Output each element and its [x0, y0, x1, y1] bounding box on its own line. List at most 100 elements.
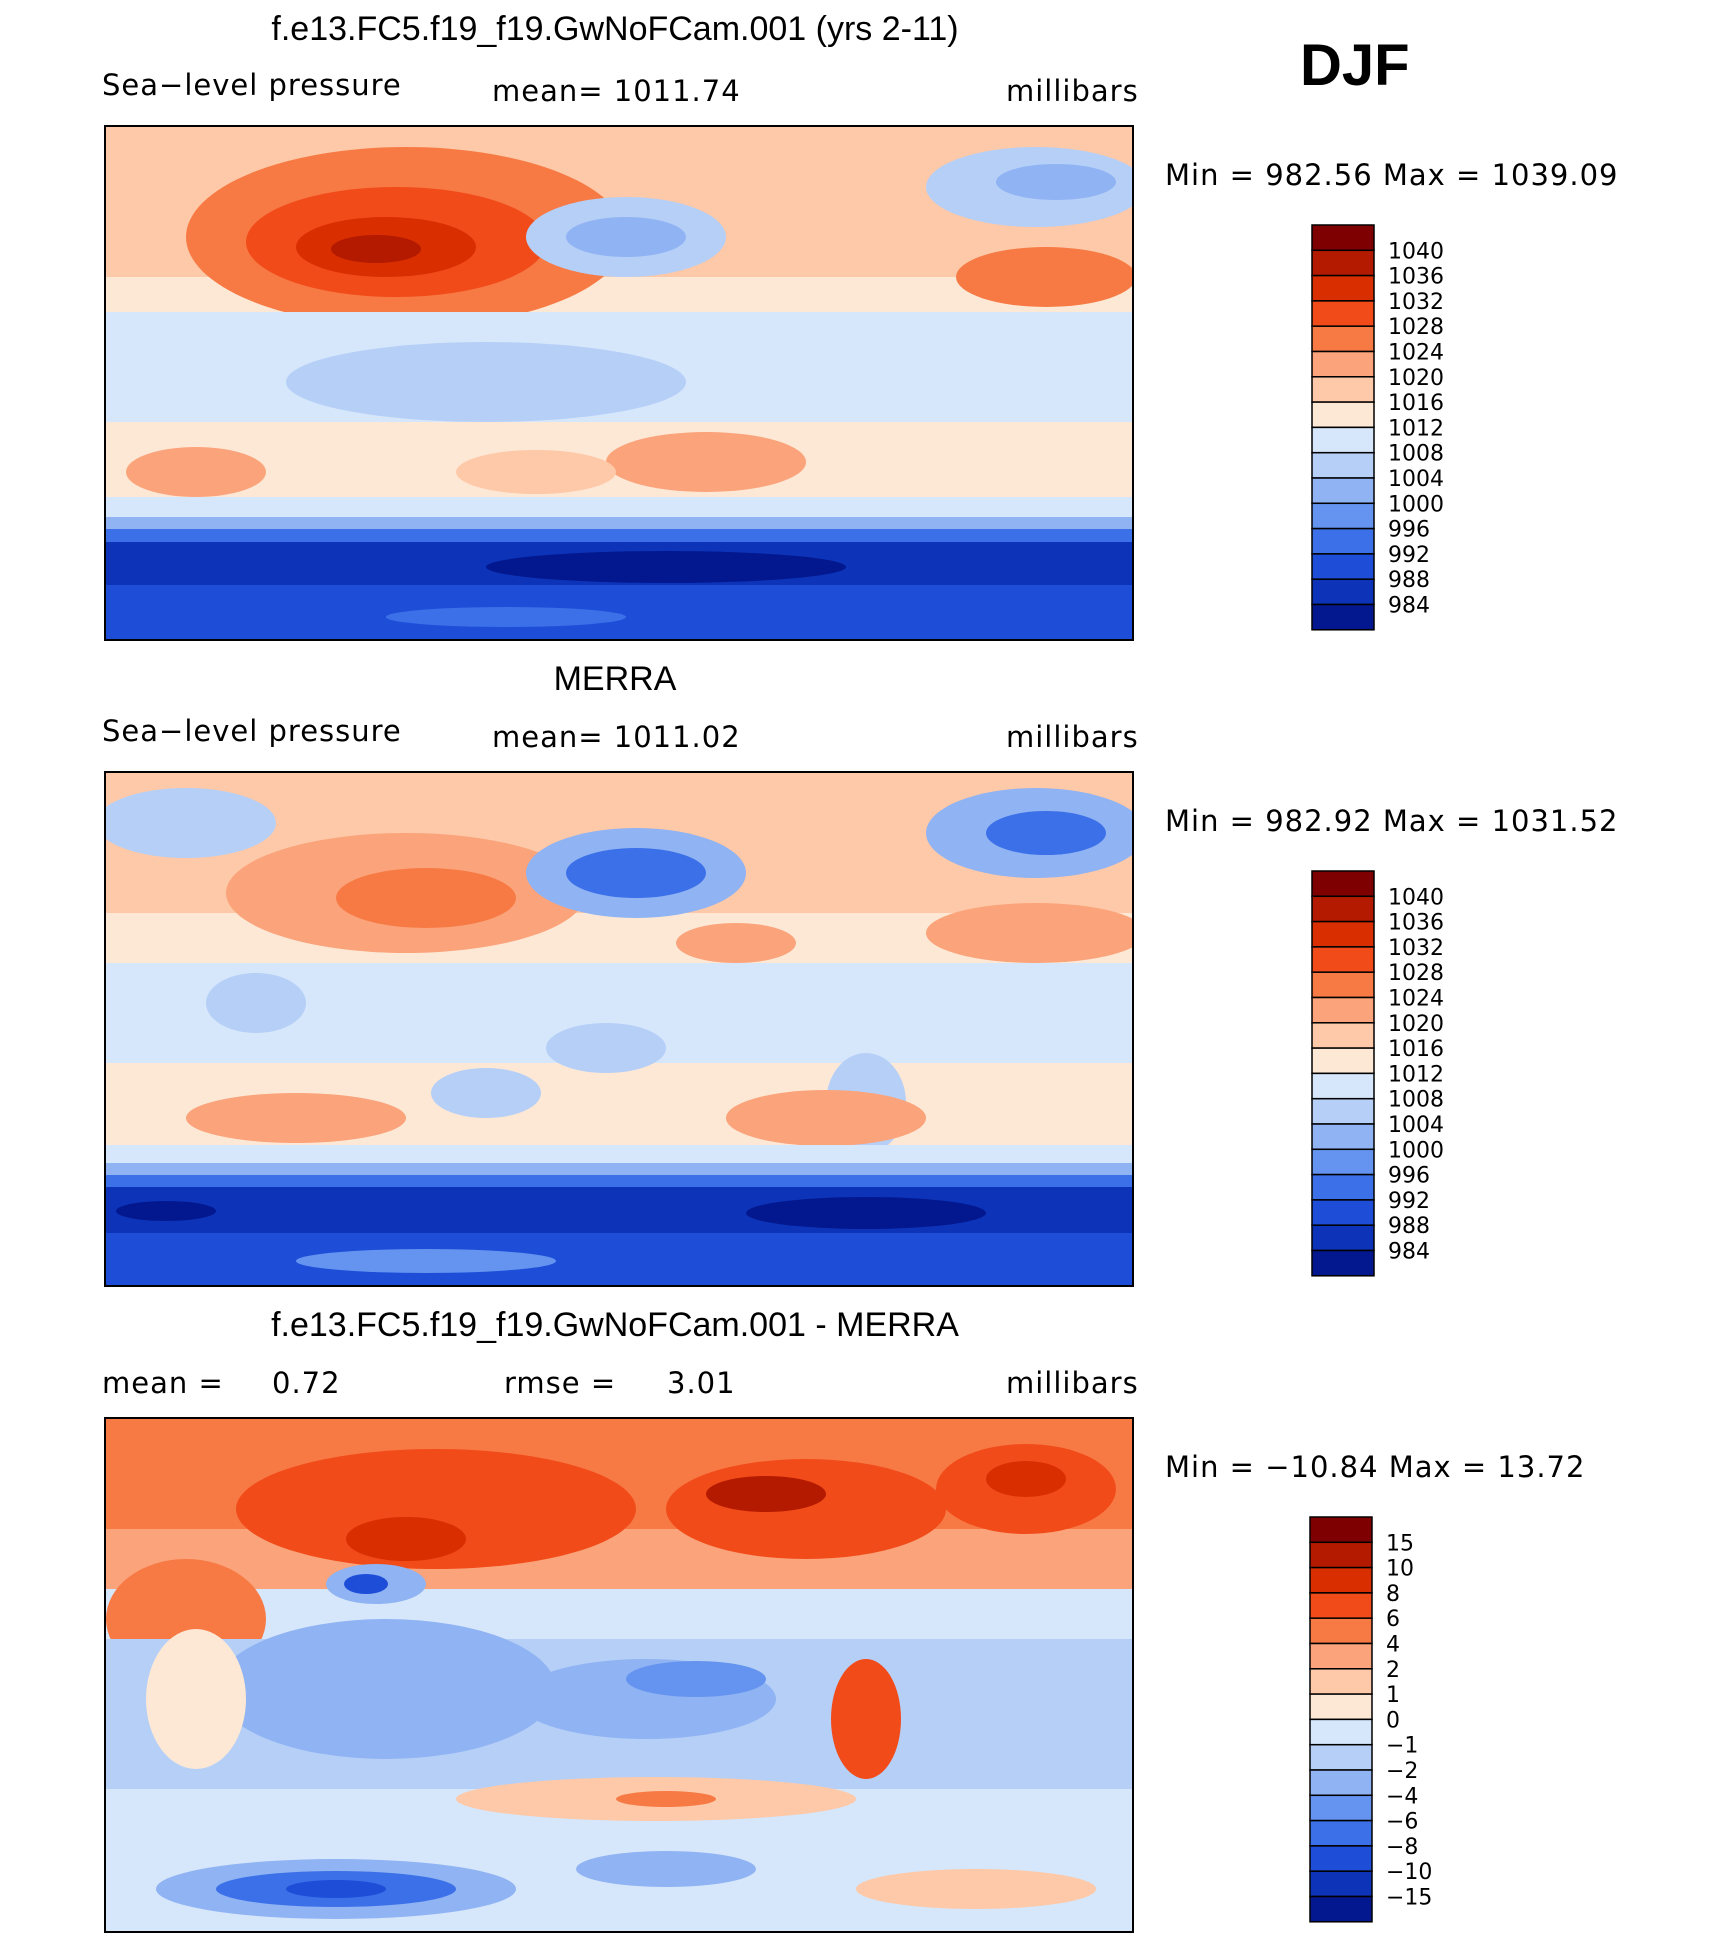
- colorbar-2-label-7: 1012: [1388, 1062, 1444, 1087]
- panel-2-map: [104, 771, 1134, 1287]
- colorbar-1-swatch-9: [1311, 451, 1375, 479]
- colorbar-3-swatch-5: [1309, 1642, 1373, 1670]
- colorbar-1-swatch-3: [1311, 300, 1375, 327]
- panel-2-mean-label: mean= 1011.02: [492, 720, 741, 754]
- colorbar-3-swatch-6: [1309, 1668, 1373, 1695]
- colorbar-2-swatch-8: [1311, 1072, 1375, 1100]
- colorbar-3-label-0: 15: [1386, 1531, 1414, 1556]
- colorbar-3-label-9: −2: [1386, 1759, 1418, 1784]
- colorbar-3-label-7: 0: [1386, 1708, 1400, 1733]
- colorbar-3-label-13: −10: [1386, 1860, 1432, 1885]
- panel-1-variable-label: Sea−level pressure: [102, 68, 402, 102]
- colorbar-2-swatch-5: [1311, 996, 1375, 1024]
- colorbar-2-label-9: 1004: [1388, 1113, 1444, 1138]
- colorbar-1-swatch-14: [1311, 578, 1375, 606]
- colorbar-1-label-7: 1012: [1388, 416, 1444, 441]
- colorbar-3-swatch-2: [1309, 1566, 1373, 1594]
- colorbar-3-swatch-8: [1309, 1718, 1373, 1746]
- colorbar-1-label-0: 1040: [1388, 239, 1444, 264]
- colorbar-3-label-1: 10: [1386, 1557, 1414, 1582]
- colorbar-3-swatch-3: [1309, 1592, 1373, 1619]
- colorbar-1-swatch-12: [1311, 527, 1375, 555]
- panel-2-variable-label: Sea−level pressure: [102, 714, 402, 748]
- colorbar-1-swatch-5: [1311, 350, 1375, 378]
- colorbar-1-label-2: 1032: [1388, 290, 1444, 315]
- panel-2-min-max: Min = 982.92 Max = 1031.52: [1165, 804, 1619, 838]
- panel-3-units-label: millibars: [1006, 1366, 1139, 1400]
- colorbar-1-swatch-4: [1311, 325, 1375, 353]
- colorbar-2-label-13: 988: [1388, 1214, 1430, 1239]
- colorbar-1-swatch-8: [1311, 426, 1375, 454]
- colorbar-3-swatch-0: [1309, 1516, 1373, 1544]
- colorbar-3-label-10: −4: [1386, 1784, 1418, 1809]
- colorbar-3-label-8: −1: [1386, 1734, 1418, 1759]
- colorbar-3-label-5: 2: [1386, 1658, 1400, 1683]
- colorbar-1-swatch-6: [1311, 376, 1375, 403]
- colorbar-2-swatch-13: [1311, 1199, 1375, 1226]
- colorbar-1-label-13: 988: [1388, 568, 1430, 593]
- colorbar-2-label-0: 1040: [1388, 885, 1444, 910]
- colorbar-1-label-1: 1036: [1388, 265, 1444, 290]
- colorbar-3-swatch-13: [1309, 1845, 1373, 1872]
- colorbar-2-label-14: 984: [1388, 1240, 1430, 1265]
- colorbar-1-swatch-1: [1311, 249, 1375, 277]
- colorbar-2-label-3: 1028: [1388, 961, 1444, 986]
- colorbar-1-label-4: 1024: [1388, 341, 1444, 366]
- colorbar-2-swatch-3: [1311, 946, 1375, 973]
- colorbar-3-swatch-11: [1309, 1794, 1373, 1822]
- season-label: DJF: [1300, 33, 1410, 98]
- colorbar-1-label-8: 1008: [1388, 442, 1444, 467]
- colorbar-3-swatch-15: [1309, 1895, 1373, 1923]
- panel-3-rmse-label: rmse =: [504, 1366, 617, 1400]
- panel-2-title: MERRA: [553, 660, 677, 698]
- panel-1-contour-field: [106, 127, 1132, 639]
- colorbar-3-swatch-4: [1309, 1617, 1373, 1645]
- colorbar-1-label-14: 984: [1388, 594, 1430, 619]
- panel-1-mean-label: mean= 1011.74: [492, 74, 741, 108]
- colorbar-3-swatch-10: [1309, 1769, 1373, 1797]
- colorbar-3-label-4: 4: [1386, 1633, 1400, 1658]
- panel-1-units-label: millibars: [1006, 74, 1139, 108]
- panel-3-mean-value: 0.72: [272, 1366, 341, 1400]
- colorbar-2-label-2: 1032: [1388, 936, 1444, 961]
- colorbar-1-label-6: 1016: [1388, 391, 1444, 416]
- colorbar-2-swatch-12: [1311, 1173, 1375, 1201]
- panel-3-min-max: Min = −10.84 Max = 13.72: [1165, 1450, 1586, 1484]
- colorbar-1-swatch-13: [1311, 553, 1375, 580]
- colorbar-1-label-5: 1020: [1388, 366, 1444, 391]
- colorbar-2-label-8: 1008: [1388, 1088, 1444, 1113]
- colorbar-1-swatch-0: [1311, 224, 1375, 252]
- colorbar-3-label-12: −8: [1386, 1835, 1418, 1860]
- colorbar-3-label-6: 1: [1386, 1683, 1400, 1708]
- colorbar-3-swatch-1: [1309, 1541, 1373, 1569]
- colorbar-2-swatch-15: [1311, 1249, 1375, 1277]
- colorbar-2-swatch-11: [1311, 1148, 1375, 1176]
- colorbar-3-swatch-12: [1309, 1819, 1373, 1847]
- panel-3-mean-label: mean =: [102, 1366, 224, 1400]
- panel-2-units-label: millibars: [1006, 720, 1139, 754]
- colorbar-1-swatch-15: [1311, 603, 1375, 631]
- colorbar-3-swatch-7: [1309, 1693, 1373, 1721]
- panel-3-map: [104, 1417, 1134, 1933]
- panel-3-rmse-value: 3.01: [667, 1366, 736, 1400]
- panel-1-colorbar: 1040103610321028102410201016101210081004…: [1311, 224, 1444, 631]
- colorbar-3-swatch-14: [1309, 1870, 1373, 1898]
- colorbar-2-swatch-2: [1311, 920, 1375, 948]
- colorbar-2-swatch-7: [1311, 1047, 1375, 1075]
- colorbar-1-swatch-11: [1311, 502, 1375, 530]
- colorbar-2-swatch-1: [1311, 895, 1375, 923]
- colorbar-2-label-5: 1020: [1388, 1012, 1444, 1037]
- colorbar-1-label-3: 1028: [1388, 315, 1444, 340]
- colorbar-1-label-10: 1000: [1388, 492, 1444, 517]
- colorbar-1-swatch-2: [1311, 274, 1375, 302]
- colorbar-2-label-4: 1024: [1388, 987, 1444, 1012]
- colorbar-2-swatch-4: [1311, 971, 1375, 999]
- colorbar-2-swatch-14: [1311, 1224, 1375, 1252]
- colorbar-3-label-14: −15: [1386, 1886, 1432, 1911]
- colorbar-2-label-11: 996: [1388, 1164, 1430, 1189]
- colorbar-1-swatch-10: [1311, 477, 1375, 505]
- panel-1-min-max: Min = 982.56 Max = 1039.09: [1165, 158, 1619, 192]
- colorbar-3-swatch-9: [1309, 1743, 1373, 1771]
- colorbar-1-label-12: 992: [1388, 543, 1430, 568]
